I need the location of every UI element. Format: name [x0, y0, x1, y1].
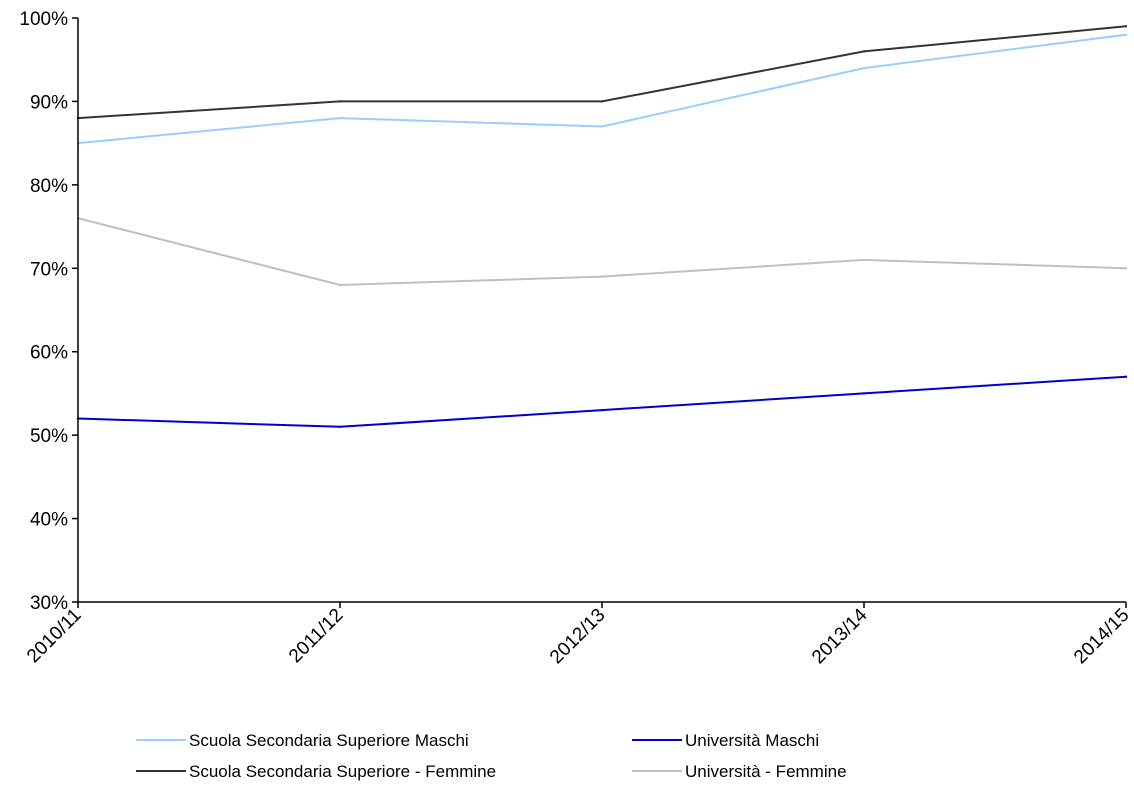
x-tick-label: 2011/12 [285, 605, 347, 667]
x-tick-label: 2012/13 [546, 605, 609, 668]
y-tick-label: 50% [30, 426, 68, 447]
y-tick-label: 90% [30, 92, 68, 113]
x-tick-label: 2013/14 [808, 604, 872, 668]
data-point [600, 408, 604, 412]
legend: Scuola Secondaria Superiore Maschi Univer… [136, 731, 847, 781]
legend-item: Scuola Secondaria Superiore - Femmine [136, 762, 496, 781]
data-point [862, 50, 866, 53]
data-point [338, 116, 342, 120]
data-point [1124, 33, 1128, 36]
data-point [1124, 267, 1128, 270]
data-point [1124, 375, 1128, 378]
data-point [1124, 25, 1128, 28]
data-point [600, 100, 604, 103]
x-axis-ticks: 2010/11 2011/12 2012/13 2013/14 2014/15 [23, 602, 1134, 668]
data-point [862, 258, 866, 262]
data-point [338, 283, 342, 287]
legend-label: Scuola Secondaria Superiore Maschi [189, 731, 469, 750]
legend-item: Università - Femmine [632, 762, 847, 781]
data-point [862, 66, 866, 70]
series-line-4 [77, 217, 1127, 287]
x-tick-label: 2014/15 [1070, 605, 1133, 668]
data-point [338, 425, 342, 428]
y-tick-label: 80% [30, 176, 68, 197]
y-tick-label: 100% [19, 9, 68, 30]
data-point [338, 100, 342, 103]
series-lines [76, 25, 1128, 428]
legend-item: Università Maschi [632, 731, 819, 750]
y-tick-label: 30% [30, 593, 68, 614]
data-point [600, 275, 604, 278]
y-tick-label: 70% [30, 259, 68, 280]
data-point [600, 125, 604, 128]
legend-label: Scuola Secondaria Superiore - Femmine [189, 762, 496, 781]
y-axis-ticks: 30% 40% 50% 60% 70% 80% 90% 100% [19, 9, 78, 614]
x-tick-label: 2010/11 [23, 605, 85, 667]
series-line-3 [77, 25, 1127, 120]
legend-label: Università - Femmine [685, 762, 847, 781]
y-tick-label: 60% [30, 343, 68, 364]
legend-item: Scuola Secondaria Superiore Maschi [136, 731, 469, 750]
y-tick-label: 40% [30, 510, 68, 531]
series-line-2 [77, 375, 1127, 428]
legend-label: Università Maschi [685, 731, 819, 750]
data-point [862, 392, 866, 395]
